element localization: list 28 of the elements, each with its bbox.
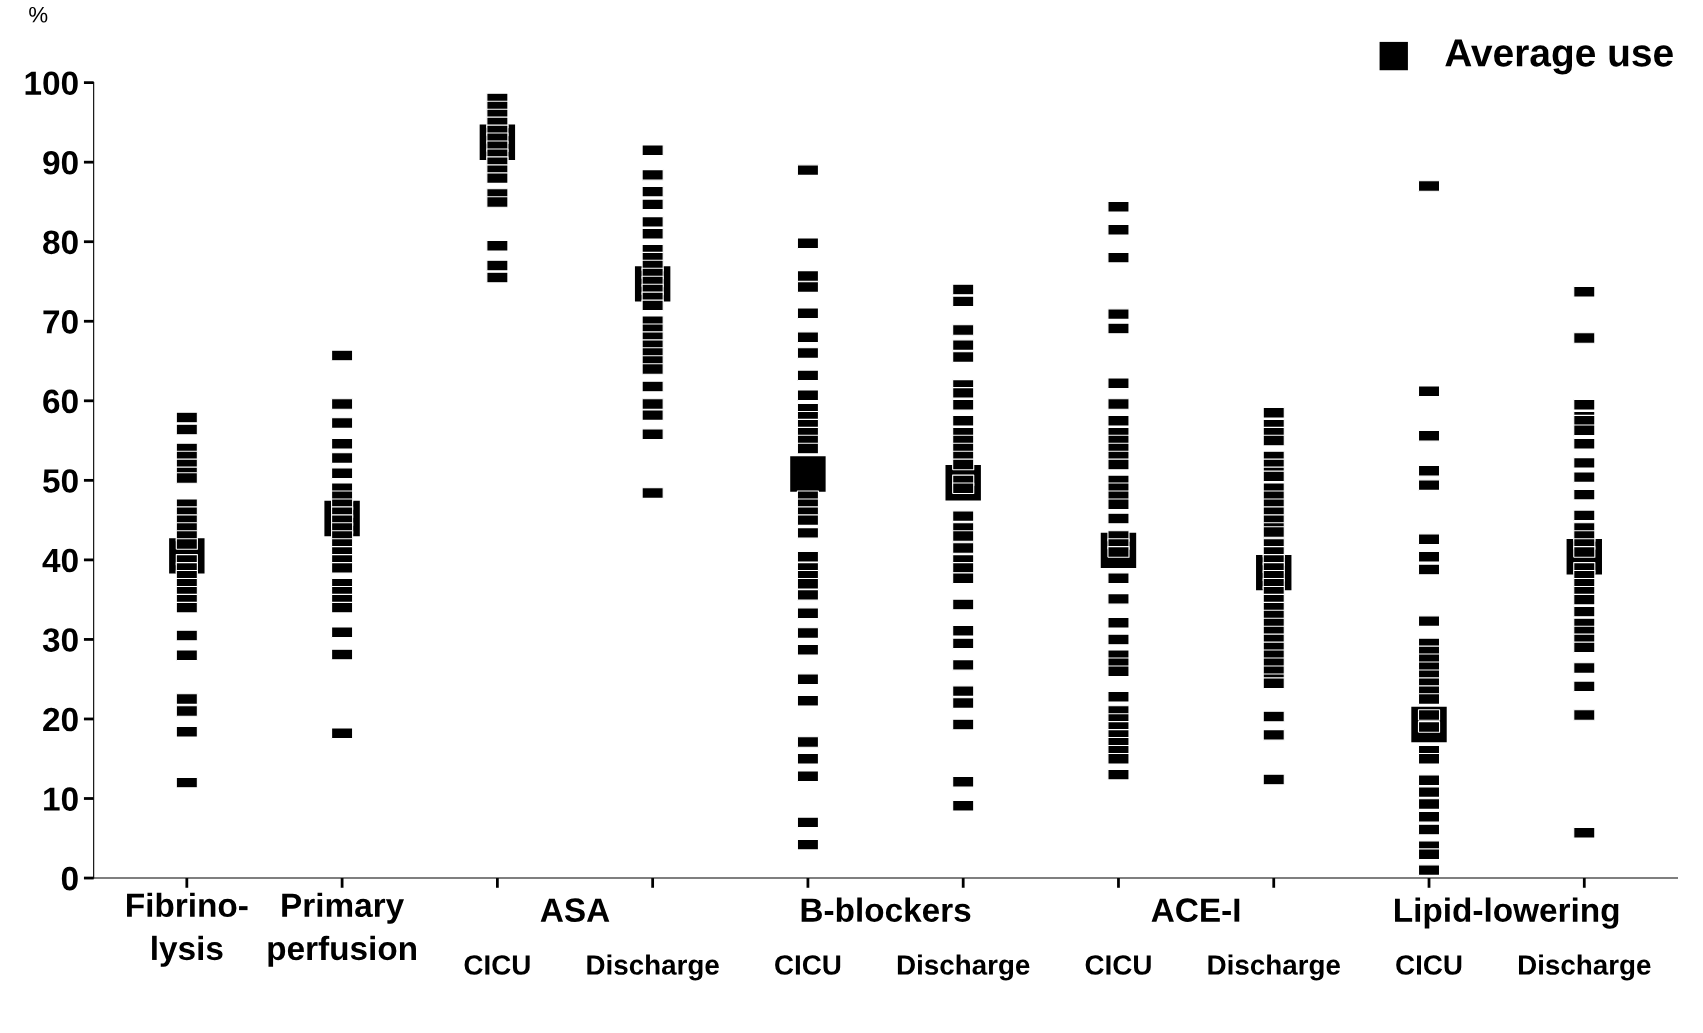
x-tick-label: Discharge	[1518, 954, 1651, 981]
y-tick-label: 60	[43, 389, 78, 414]
text: B-blockers	[801, 897, 971, 922]
text: ASA	[540, 898, 610, 922]
x-tick-label: Primary perfusion	[268, 892, 416, 967]
text: ACE-I	[1151, 898, 1240, 922]
y-tick-label: 40	[42, 548, 78, 573]
y-tick-label: 100	[25, 71, 78, 96]
text: Lipid-lowering	[1395, 897, 1619, 929]
x-tick-label: CICU	[775, 955, 841, 975]
x-tick-label: Discharge	[587, 954, 719, 981]
x-tick-label: CICU	[464, 955, 530, 975]
y-tick-label: 20	[43, 707, 78, 732]
y-tick-label: 90	[43, 150, 78, 175]
x-tick-label: Discharge	[897, 954, 1030, 981]
point	[790, 456, 826, 492]
y-tick-label: 10	[44, 787, 78, 811]
y-tick-label: 30	[42, 628, 78, 652]
y-tick-label: 70	[43, 310, 78, 334]
x-tick-label: CICU	[1396, 955, 1462, 975]
y-tick-label: 50	[43, 469, 78, 493]
legend-label: Average use	[1445, 39, 1673, 75]
y-tick-label: 0	[61, 866, 78, 891]
x-tick-label: CICU	[1085, 955, 1151, 975]
x-tick-label: Fibrino- lysis	[127, 892, 248, 967]
x-tick-label: Discharge	[1208, 954, 1340, 981]
y-axis-title: %	[29, 6, 48, 23]
y-tick-label: 80	[43, 230, 78, 255]
